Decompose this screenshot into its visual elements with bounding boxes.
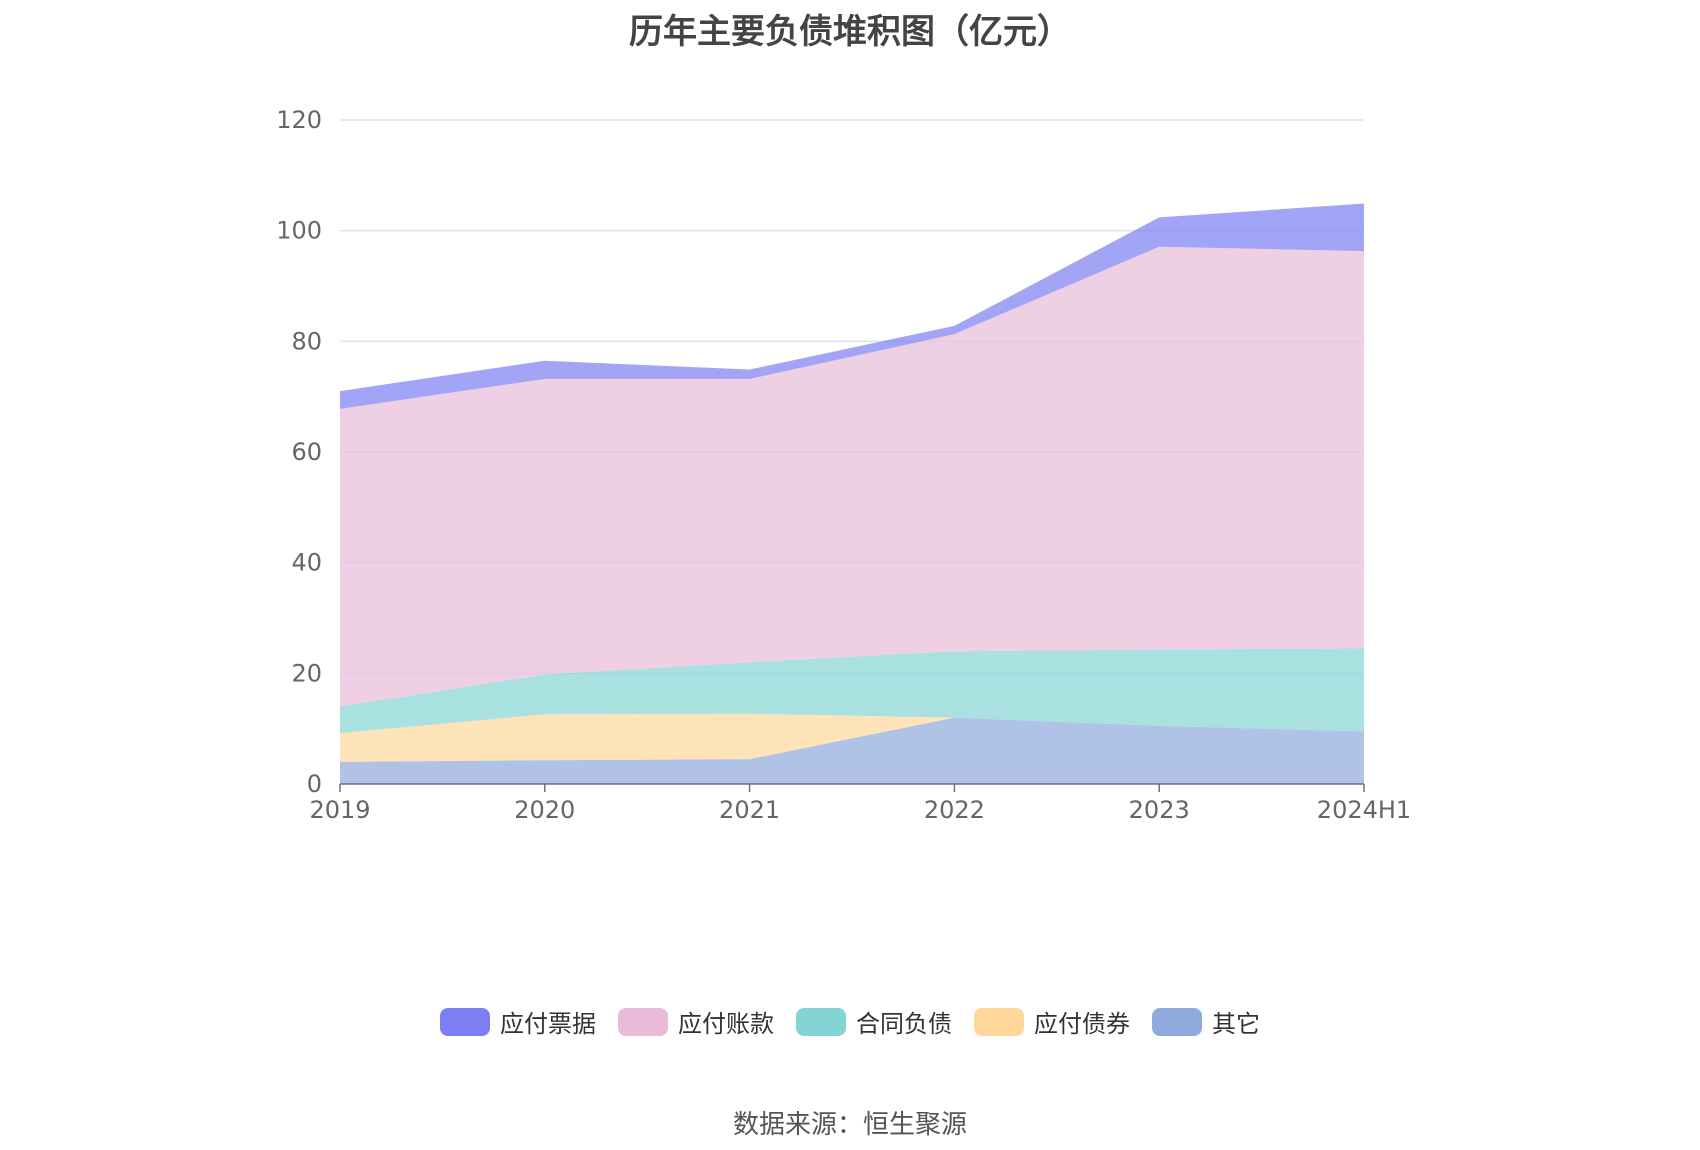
area-series-0	[340, 717, 1364, 784]
x-tick-label: 2021	[719, 796, 780, 824]
legend-swatch	[618, 1007, 668, 1036]
legend-item[interactable]: 应付账款	[618, 1004, 774, 1039]
x-tick-label: 2020	[514, 796, 575, 824]
y-tick-label: 60	[291, 438, 322, 466]
area-series-2	[340, 648, 1364, 734]
axes: 2019 2020 2021 2022 2023 2024H1	[309, 783, 1411, 824]
y-tick-label: 80	[291, 327, 322, 355]
area-series-1	[340, 713, 1364, 762]
x-tick-label: 2023	[1129, 796, 1190, 824]
legend-swatch	[440, 1007, 490, 1036]
area-series-layer	[340, 203, 1364, 784]
legend-swatch	[796, 1007, 846, 1036]
data-source-note: 数据来源：恒生聚源	[732, 1110, 967, 1140]
legend-swatch	[1152, 1007, 1202, 1036]
y-tick-label: 20	[291, 659, 322, 687]
legend-label: 应付账款	[678, 1010, 774, 1038]
y-tick-label: 40	[291, 549, 322, 577]
legend-label: 应付票据	[500, 1010, 596, 1038]
x-tick-label: 2019	[309, 796, 370, 824]
legend-item[interactable]: 应付票据	[440, 1004, 596, 1039]
legend-label: 其它	[1212, 1010, 1260, 1038]
chart-title: 历年主要负债堆积图（亿元）	[629, 12, 1071, 52]
x-tick-label: 2024H1	[1317, 796, 1411, 824]
area-series-3	[340, 246, 1364, 707]
legend-swatch	[974, 1007, 1024, 1036]
y-tick-label: 0	[307, 770, 322, 798]
legend-item[interactable]: 应付债券	[974, 1004, 1130, 1039]
legend-label: 合同负债	[856, 1010, 952, 1038]
legend-label: 应付债券	[1034, 1010, 1130, 1038]
legend-item[interactable]: 其它	[1152, 1004, 1260, 1039]
y-tick-label: 120	[276, 106, 322, 134]
x-tick-label: 2022	[924, 796, 985, 824]
y-tick-label: 100	[276, 217, 322, 245]
legend: 应付票据 应付账款 合同负债 应付债券 其它	[0, 1004, 1700, 1039]
area-series-4	[340, 203, 1364, 409]
legend-item[interactable]: 合同负债	[796, 1004, 952, 1039]
